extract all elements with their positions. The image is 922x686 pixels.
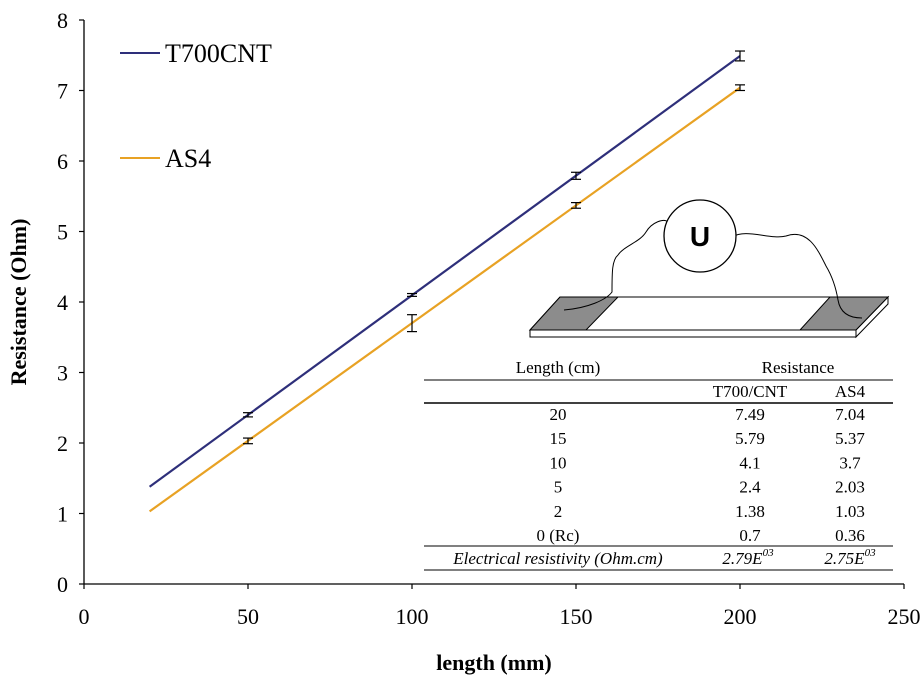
table-footer-resistivity-t700cnt: 2.79E03 (722, 547, 774, 568)
table-cell: 2 (554, 502, 563, 521)
y-tick-label: 7 (57, 79, 68, 104)
y-tick-label: 8 (57, 8, 68, 33)
table-cell: 3.7 (839, 453, 861, 472)
y-tick-label: 6 (57, 149, 68, 174)
legend: T700CNT AS4 (120, 39, 272, 173)
table-cell: 2.4 (739, 478, 761, 497)
table-cell: 1.03 (835, 502, 865, 521)
footer-exponent-t700cnt: 03 (763, 547, 775, 559)
table-cell: 0 (Rc) (537, 526, 580, 545)
footer-mantissa-t700cnt: 2.79E (722, 549, 763, 568)
table-footer-label: Electrical resistivity (Ohm.cm) (452, 549, 663, 568)
footer-mantissa-as4: 2.75E (824, 549, 865, 568)
voltmeter-circle (663, 199, 737, 273)
specimen-side (529, 329, 857, 338)
table-cell: 0.7 (739, 526, 761, 545)
error-bar-as4 (735, 84, 745, 92)
table-cell: 10 (550, 453, 567, 472)
y-ticks: 0 1 2 3 4 5 6 7 8 (57, 8, 84, 597)
legend-label-t700cnt: T700CNT (165, 39, 272, 68)
error-bar-t700cnt (407, 292, 417, 297)
table-subheader-t700cnt: T700/CNT (713, 382, 788, 401)
table-cell: 15 (550, 429, 567, 448)
y-tick-label: 1 (57, 502, 68, 527)
electrode-right (798, 296, 890, 331)
error-bar-t700cnt (735, 50, 745, 62)
table-cell: 5.37 (835, 429, 865, 448)
error-bar-as4 (243, 437, 253, 445)
x-axis-title: length (mm) (436, 650, 551, 675)
x-tick-label: 150 (560, 604, 593, 629)
table-cell: 20 (550, 405, 567, 424)
table-subheader-as4: AS4 (835, 382, 866, 401)
error-bar-as4 (571, 201, 581, 209)
y-tick-label: 0 (57, 572, 68, 597)
table-cell: 5.79 (735, 429, 765, 448)
x-tick-label: 50 (237, 604, 259, 629)
measurement-diagram: U (528, 199, 890, 339)
x-ticks: 0 50 100 150 200 250 (79, 584, 921, 629)
axes: 0 1 2 3 4 5 6 7 8 0 50 100 150 200 250 (57, 8, 921, 629)
wire-right (731, 233, 863, 319)
y-axis-title: Resistance (Ohm) (6, 219, 31, 386)
error-bar-as4 (407, 314, 417, 333)
x-tick-label: 100 (396, 604, 429, 629)
x-tick-label: 200 (724, 604, 757, 629)
table-cell: 2.03 (835, 478, 865, 497)
series-line-t700cnt (148, 55, 741, 488)
table-cell: 1.38 (735, 502, 765, 521)
table-rows: 20 7.49 7.04 15 5.79 5.37 10 4.1 3.7 5 2.4 2.03 2 1.3… (537, 405, 866, 545)
electrode-left (528, 296, 620, 331)
resistance-table: Length (cm) Resistance T700/CNT AS4 20 7.… (424, 358, 893, 571)
legend-label-as4: AS4 (165, 144, 211, 173)
voltmeter-label: U (690, 221, 710, 252)
series-layer (148, 50, 745, 513)
table-cell: 0.36 (835, 526, 865, 545)
table-cell: 5 (554, 478, 563, 497)
y-tick-label: 3 (57, 361, 68, 386)
wire-left (563, 219, 669, 311)
footer-exponent-as4: 03 (865, 547, 877, 559)
x-tick-label: 0 (79, 604, 90, 629)
table-cell: 4.1 (739, 453, 760, 472)
y-tick-label: 2 (57, 431, 68, 456)
error-bar-t700cnt (243, 412, 253, 418)
y-tick-label: 4 (57, 290, 68, 315)
table-footer-resistivity-as4: 2.75E03 (824, 547, 876, 568)
y-tick-label: 5 (57, 220, 68, 245)
error-bar-t700cnt (571, 171, 581, 180)
table-cell: 7.04 (835, 405, 865, 424)
x-tick-label: 250 (888, 604, 921, 629)
table-header-resistance: Resistance (762, 358, 835, 377)
table-header-length: Length (cm) (516, 358, 601, 377)
table-cell: 7.49 (735, 405, 765, 424)
